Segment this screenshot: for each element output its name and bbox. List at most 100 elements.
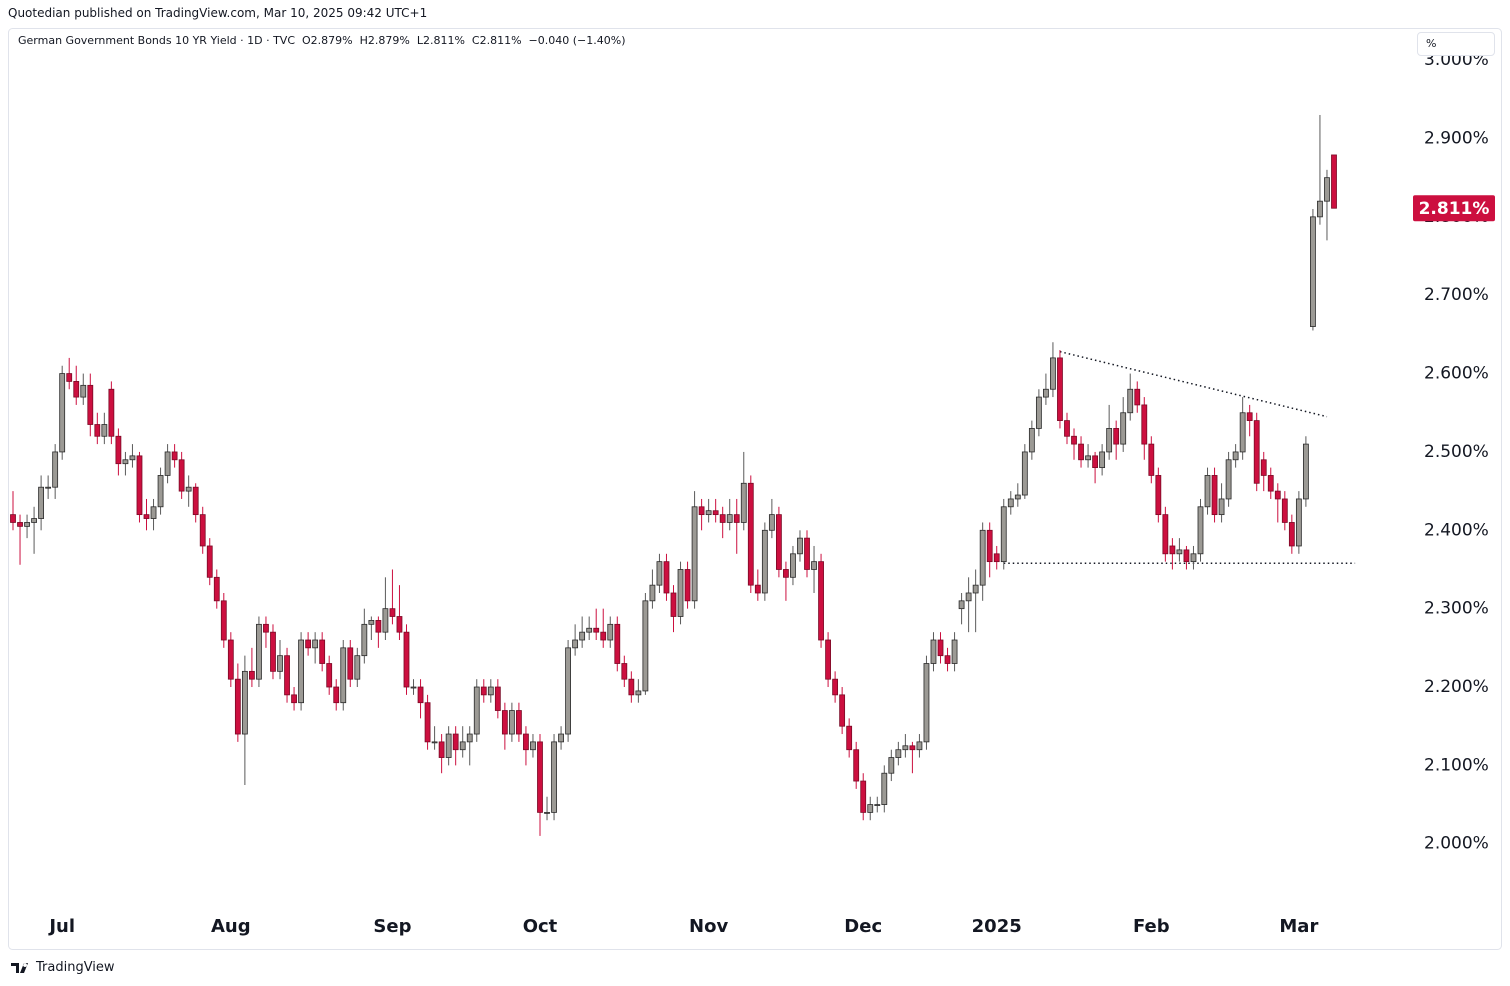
candle-body [234,678,241,735]
candle-body [10,514,16,523]
candle-body [804,537,810,570]
candle-body [867,804,874,813]
candle-body [213,576,220,602]
x-tick-label: 2025 [972,916,1022,937]
candle-body [256,623,262,680]
candle-body [59,373,66,453]
candle-body [1028,428,1035,453]
candle-body [108,388,115,437]
candle-body [551,741,557,813]
candle-body [874,804,881,806]
candle-body [473,686,480,735]
candle-body [52,451,59,488]
candle-body [530,741,536,751]
candle-body [466,733,473,743]
candle-body [382,608,389,633]
candle-body [417,686,424,704]
candle-body [1057,357,1063,421]
candle-body [537,741,543,813]
x-tick-label: Jul [47,916,75,937]
candle-body [31,518,37,523]
candle-body [1007,498,1014,508]
candle-body [881,772,888,805]
candle-body [38,486,45,519]
y-tick-label: 2.600% [1424,364,1489,384]
candle-body [740,482,747,523]
candle-body [747,482,754,586]
candle-body [73,381,80,398]
pane: 2.000% 2.100% 2.200% 2.300% 2.400% 2.500% 2.60… [10,50,1489,854]
candle-body [312,639,319,649]
candle-body [431,741,438,744]
candle-body [600,631,607,641]
candle-body [902,745,909,751]
candle-body [1064,420,1070,437]
candle-body [1035,396,1042,429]
candle-body [593,627,600,633]
candle-body [1232,451,1239,461]
candle-body [389,608,396,617]
candle-body [452,733,459,751]
candle-body [705,510,712,516]
candle-body [1302,443,1309,500]
candle-body [586,627,593,633]
candle-body [979,529,986,586]
candle-body [1176,549,1183,555]
candle-body [972,584,979,594]
candle-body [1288,522,1295,547]
y-tick-label: 2.500% [1424,442,1489,462]
candle-body [277,655,283,672]
y-tick-label: 2.400% [1424,520,1489,540]
candle-body [185,486,192,492]
y-tick-label: 2.100% [1424,755,1489,775]
x-tick-label: Aug [211,916,251,937]
candle-body [1331,154,1337,209]
candle-body [761,529,768,594]
candle-body [1274,490,1281,500]
candle-body [656,561,663,586]
candle-body [291,694,297,704]
candle-body [17,522,23,527]
candle-body [1134,388,1141,406]
candle-body [1246,412,1253,421]
candle-body [726,514,733,523]
candle-body [1260,459,1267,476]
candle-body [944,655,951,664]
candle-body [122,459,129,465]
logo [11,962,28,973]
candle-body [811,561,817,570]
candle-body [445,733,452,758]
candle-body [684,569,691,602]
candle-body [621,663,628,680]
candle-body [1155,475,1162,516]
candle-body [1281,498,1288,523]
candle-body [1148,443,1155,476]
candle-body [1225,459,1232,500]
candle-body [642,600,649,692]
candle-body [888,757,895,774]
candle-body [832,678,839,696]
candle-body [923,663,930,743]
legend: German Government Bonds 10 YR Yield · 1D… [18,34,626,47]
candle-body [220,600,227,641]
candle-body [558,733,564,743]
candle-body [775,514,782,570]
candle-body [930,639,937,664]
footer-text: TradingView [36,960,115,975]
y-tick-label: 2.700% [1424,285,1489,305]
candle-body [1014,494,1021,500]
last-value-label: 2.811% [1419,199,1490,219]
candle-body [853,749,860,782]
candle-body [516,710,522,735]
candle-body [1218,498,1225,516]
axis-unit[interactable]: % [1417,32,1495,56]
candle-body [825,639,831,680]
candle-body [80,384,87,398]
candle-body [1324,177,1330,202]
candle-body [347,647,354,680]
candle-body [951,639,958,664]
candle-body [143,514,150,519]
y-tick-label: 2.200% [1424,677,1489,697]
